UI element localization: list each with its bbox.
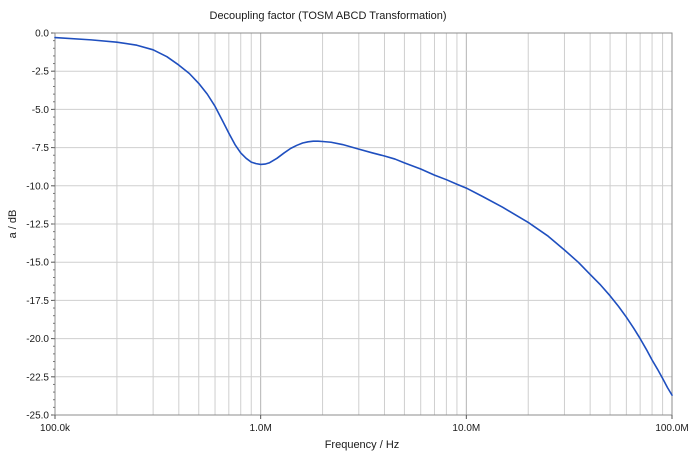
x-axis: 100.0k 1.0M 10.0M 100.0M	[40, 415, 689, 434]
y-tick-label: -17.5	[26, 296, 49, 307]
y-axis: 0.0 -2.5 -5.0 -7.5 -10.0 -12.5 -15.0 -17.5 -20.0…	[26, 29, 55, 422]
y-tick-label: -5.0	[32, 105, 50, 116]
y-tick-label: -15.0	[26, 258, 49, 269]
y-tick-label: -25.0	[26, 411, 49, 422]
series-line	[54, 36, 673, 396]
y-tick-label: -20.0	[26, 334, 49, 345]
x-tick-label: 1.0M	[250, 423, 272, 434]
x-axis-title: Frequency / Hz	[325, 439, 400, 451]
series-layer	[54, 36, 673, 396]
y-axis-title: a / dB	[7, 210, 19, 239]
y-tick-label: -10.0	[26, 181, 49, 192]
grid-lines	[54, 32, 672, 416]
x-tick-label: 100.0k	[40, 423, 71, 434]
y-tick-label: 0.0	[35, 29, 49, 40]
y-tick-label: -2.5	[32, 67, 50, 78]
x-tick-label: 100.0M	[655, 423, 688, 434]
y-tick-label: -22.5	[26, 372, 49, 383]
x-tick-label: 10.0M	[452, 423, 480, 434]
y-tick-label: -12.5	[26, 220, 49, 231]
y-tick-label: -7.5	[32, 143, 50, 154]
chart-title: Decoupling factor (TOSM ABCD Transformat…	[210, 10, 447, 22]
